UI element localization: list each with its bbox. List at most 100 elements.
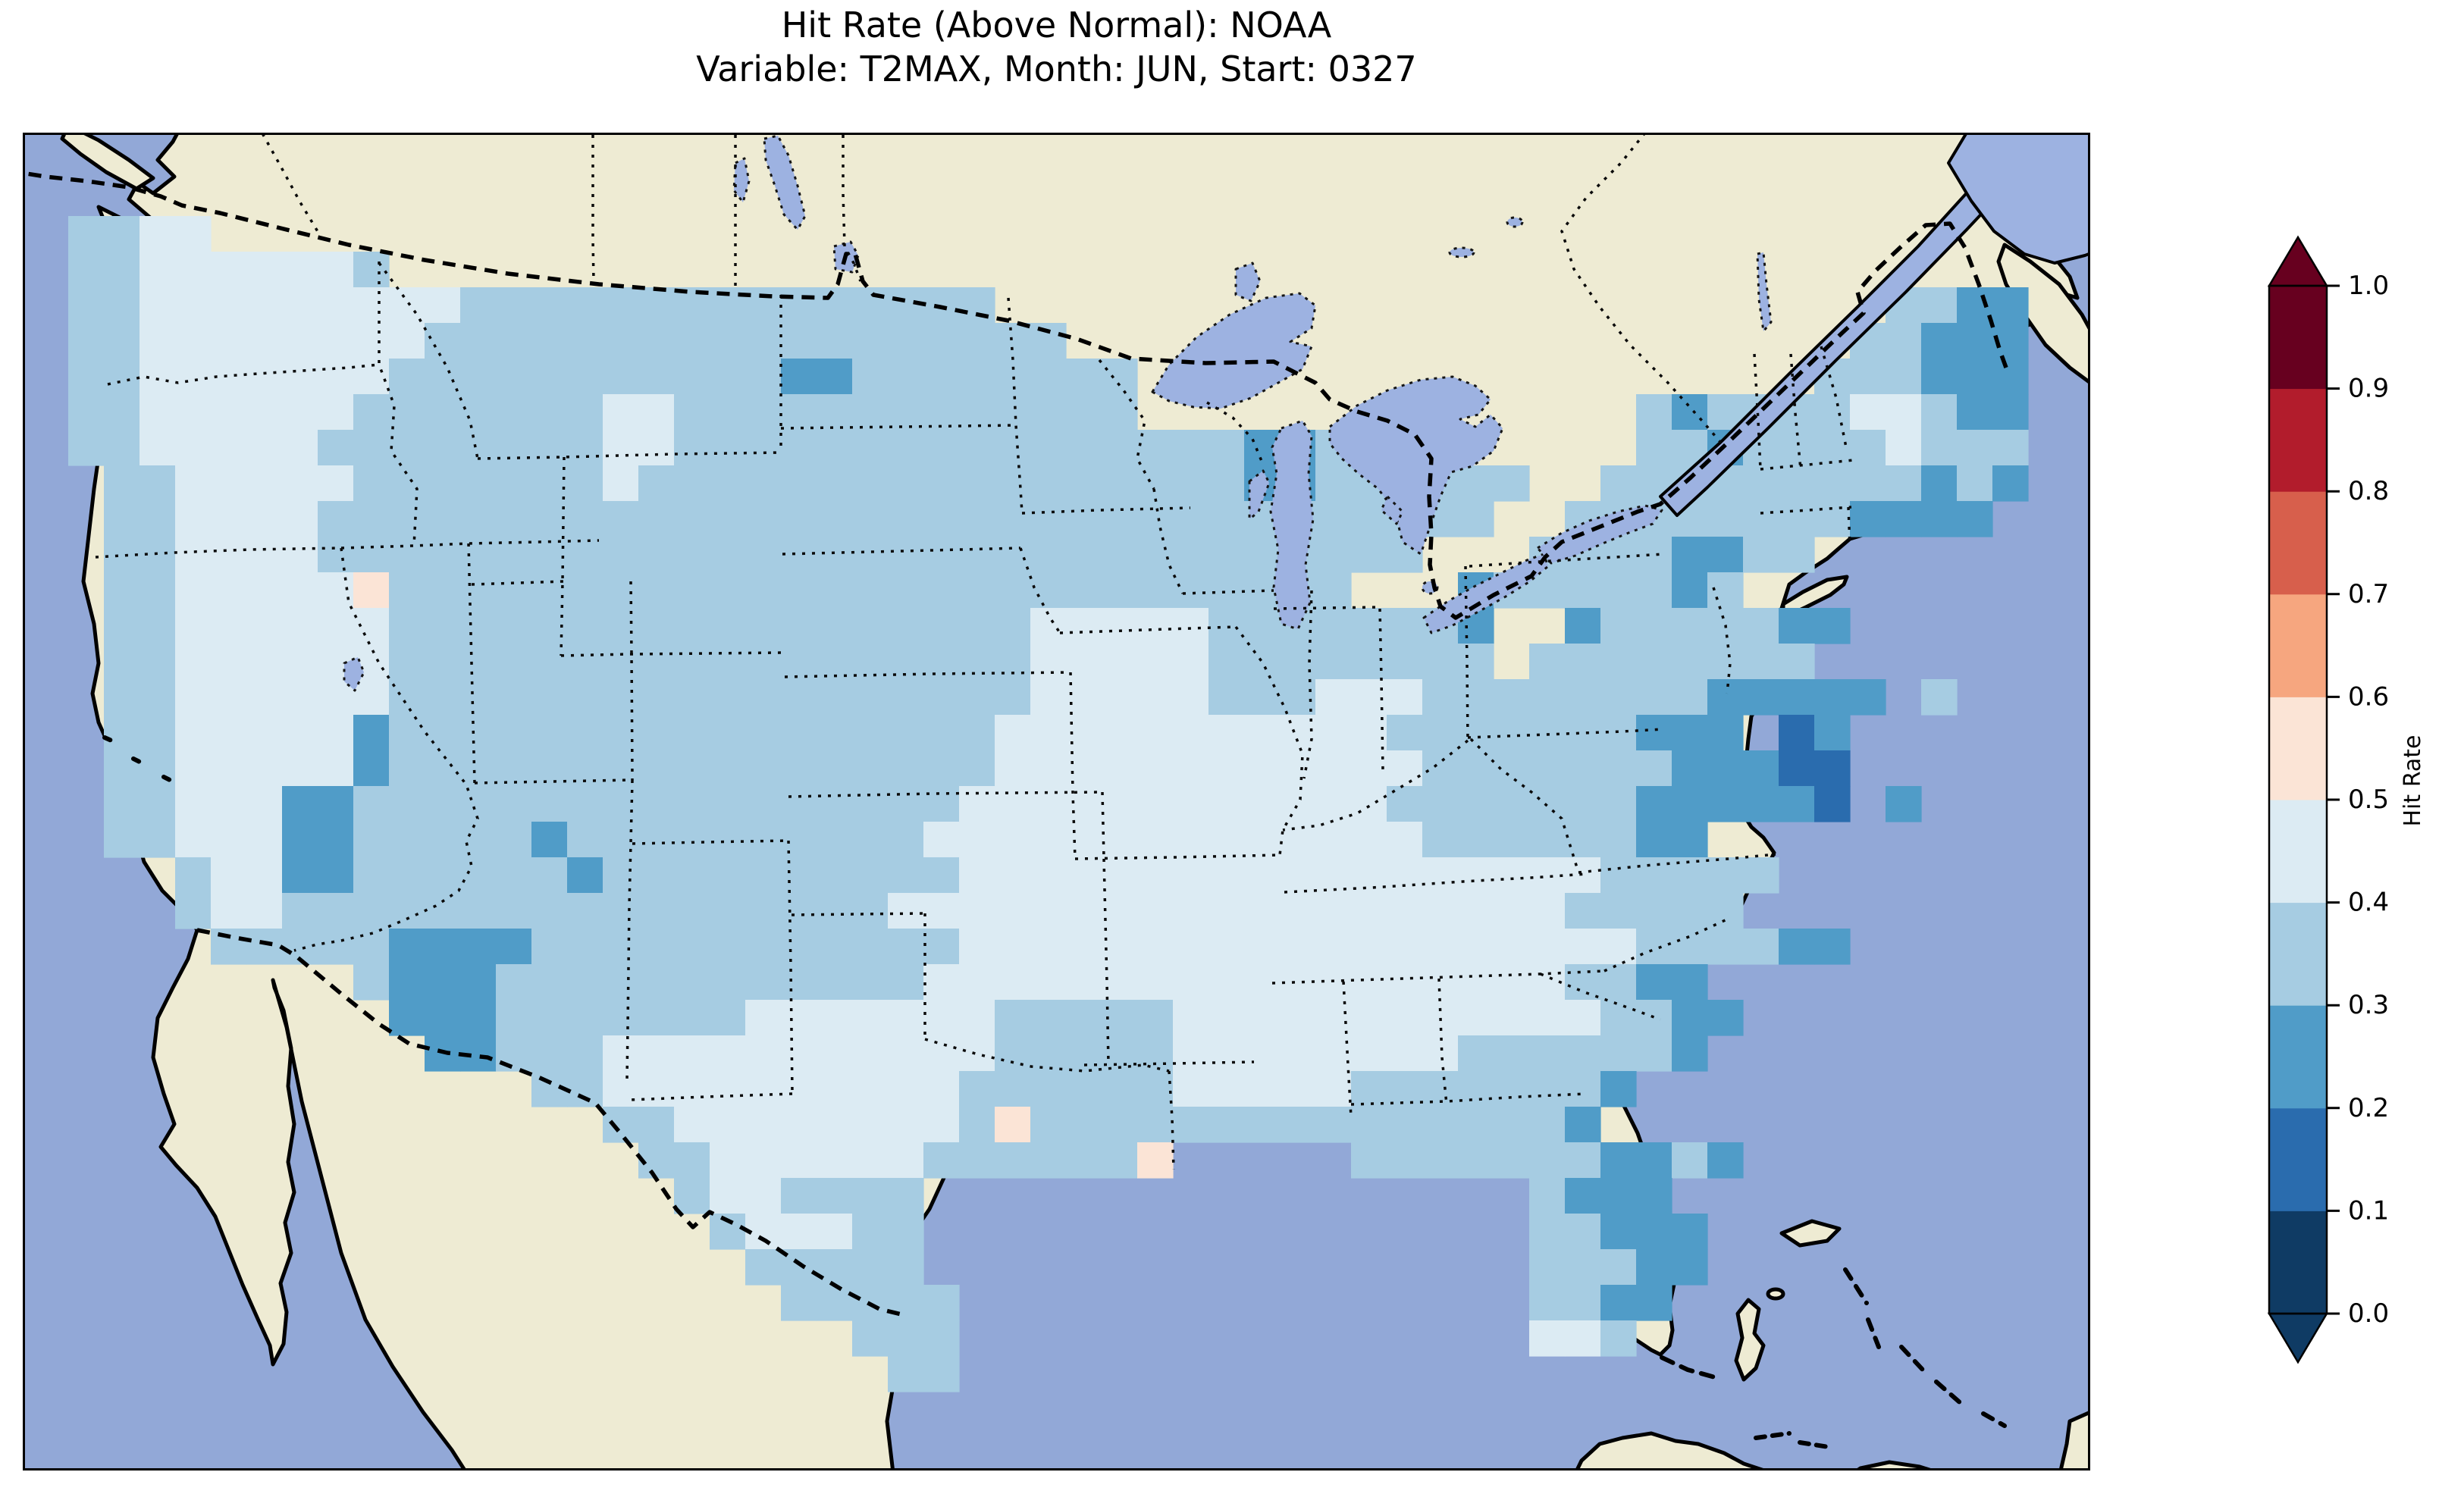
hit-rate-cell — [1707, 501, 1744, 537]
hit-rate-cell — [1102, 679, 1138, 716]
hit-rate-cell — [888, 394, 924, 431]
hit-rate-cell — [1422, 893, 1459, 929]
hit-rate-cell — [923, 1320, 960, 1357]
hit-rate-cell — [959, 1142, 995, 1179]
hit-rate-cell — [817, 644, 853, 680]
hit-rate-cell — [140, 572, 176, 609]
hit-rate-cell — [460, 822, 497, 858]
hit-rate-cell — [211, 750, 247, 787]
hit-rate-cell — [318, 465, 354, 502]
hit-rate-cell — [710, 465, 746, 502]
hit-rate-cell — [1814, 501, 1851, 537]
hit-rate-cell — [888, 1107, 924, 1143]
hit-rate-cell — [1458, 929, 1494, 965]
hit-rate-cell — [567, 964, 603, 1001]
hit-rate-cell — [1137, 1000, 1174, 1036]
hit-rate-cell — [1529, 822, 1566, 858]
hit-rate-cell — [1173, 857, 1209, 894]
hit-rate-cell — [531, 430, 568, 466]
hit-rate-cell — [496, 964, 532, 1001]
hit-rate-cell — [1030, 572, 1067, 609]
hit-rate-cell — [603, 929, 639, 965]
hit-rate-cell — [1707, 1000, 1744, 1036]
hit-rate-cell — [1351, 537, 1387, 573]
hit-rate-cell — [1636, 394, 1672, 431]
hit-rate-cell — [817, 786, 853, 822]
hit-rate-cell — [1672, 1142, 1708, 1179]
hit-rate-cell — [710, 1035, 746, 1072]
hit-rate-cell — [603, 1000, 639, 1036]
hit-rate-cell — [1814, 786, 1851, 822]
hit-rate-cell — [1636, 608, 1672, 644]
hit-rate-cell — [1030, 394, 1067, 431]
hit-rate-cell — [496, 857, 532, 894]
hit-rate-cell — [1102, 394, 1138, 431]
hit-rate-cell — [531, 394, 568, 431]
hit-rate-cell — [1030, 750, 1067, 787]
hit-rate-cell — [211, 287, 247, 324]
hit-rate-cell — [923, 537, 960, 573]
hit-rate-cell — [995, 465, 1031, 502]
hit-rate-cell — [282, 323, 318, 359]
hit-rate-cell — [923, 1107, 960, 1143]
hit-rate-cell — [68, 430, 105, 466]
hit-rate-cell — [1173, 430, 1209, 466]
hit-rate-cell — [959, 857, 995, 894]
hit-rate-cell — [353, 394, 390, 431]
hit-rate-cell — [211, 323, 247, 359]
hit-rate-cell — [959, 1035, 995, 1072]
hit-rate-cell — [1137, 501, 1174, 537]
hit-rate-cell — [1707, 857, 1744, 894]
hit-rate-cell — [1458, 1142, 1494, 1179]
hit-rate-cell — [282, 465, 318, 502]
hit-rate-cell — [710, 1107, 746, 1143]
hit-rate-cell — [389, 822, 425, 858]
hit-rate-cell — [1066, 893, 1102, 929]
hit-rate-cell — [745, 715, 782, 751]
hit-rate-cell — [888, 893, 924, 929]
hit-rate-cell — [1280, 857, 1316, 894]
hit-rate-cell — [745, 465, 782, 502]
hit-rate-cell — [1600, 1285, 1637, 1321]
hit-rate-cell — [175, 537, 212, 573]
hit-rate-cell — [1458, 964, 1494, 1001]
hit-rate-cell — [603, 1035, 639, 1072]
hit-rate-cell — [674, 323, 710, 359]
hit-rate-cell — [603, 430, 639, 466]
hit-rate-cell — [1422, 679, 1459, 716]
hit-rate-cell — [1600, 893, 1637, 929]
hit-rate-cell — [710, 1178, 746, 1214]
hit-rate-cell — [852, 822, 889, 858]
hit-rate-cell — [1315, 501, 1352, 537]
hit-rate-cell — [460, 644, 497, 680]
hit-rate-cell — [781, 1178, 817, 1214]
colorbar-segment — [2269, 1211, 2327, 1314]
hit-rate-cell — [104, 750, 140, 787]
hit-rate-cell — [1102, 857, 1138, 894]
hit-rate-cell — [1600, 1000, 1637, 1036]
hit-rate-cell — [959, 465, 995, 502]
hit-rate-cell — [531, 287, 568, 324]
lake-nipigon — [1234, 262, 1262, 302]
lakes-group — [343, 134, 1773, 692]
hit-rate-cell — [246, 608, 283, 644]
hit-rate-cell — [353, 608, 390, 644]
hit-rate-cell — [567, 430, 603, 466]
hit-rate-cell — [567, 1000, 603, 1036]
hit-rate-cell — [1315, 1071, 1352, 1107]
hit-rate-cell — [959, 394, 995, 431]
hit-rate-cell — [1173, 1071, 1209, 1107]
hit-rate-cell — [318, 501, 354, 537]
hit-rate-cell — [1921, 323, 1958, 359]
hit-rate-cell — [1208, 822, 1245, 858]
hit-rate-cell — [995, 822, 1031, 858]
hit-rate-cell — [603, 501, 639, 537]
hit-rate-cell — [638, 1071, 675, 1107]
hit-rate-cell — [246, 750, 283, 787]
hit-rate-cell — [353, 857, 390, 894]
hit-rate-cell — [781, 679, 817, 716]
hit-rate-cell — [1173, 608, 1209, 644]
hit-rate-cell — [959, 679, 995, 716]
hit-rate-cell — [1779, 786, 1815, 822]
hit-rate-cell — [603, 394, 639, 431]
